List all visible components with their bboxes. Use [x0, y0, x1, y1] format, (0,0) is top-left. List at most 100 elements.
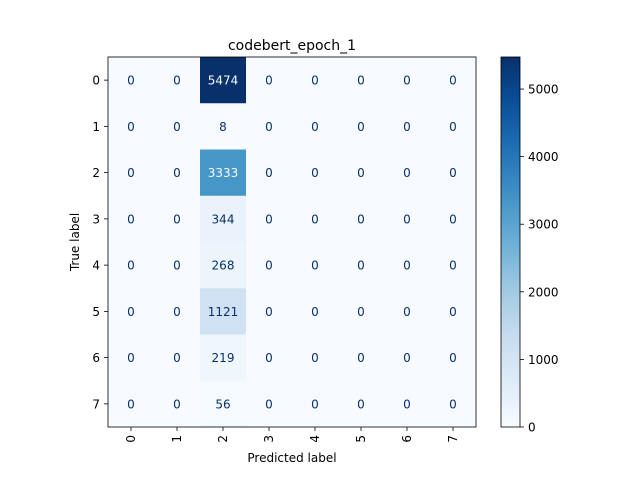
- heatmap-cell: [338, 103, 385, 150]
- x-tick-label: 3: [262, 435, 276, 443]
- heatmap-cell: [338, 195, 385, 243]
- y-tick-label: 3: [92, 212, 100, 226]
- heatmap-cell: [200, 57, 247, 104]
- cell-value-label: 0: [265, 120, 273, 134]
- heatmap-cell: [338, 288, 385, 335]
- colorbar-tick-label: 0: [528, 421, 536, 435]
- cell-value-label: 0: [357, 351, 365, 365]
- cell-value-label: 0: [265, 351, 273, 365]
- cell-value-label: 0: [173, 305, 181, 319]
- heatmap-cell: [246, 242, 293, 289]
- x-tick-label: 5: [354, 435, 368, 443]
- heatmap-cell: [108, 242, 155, 289]
- heatmap-cell: [384, 103, 431, 150]
- y-tick-label: 6: [92, 351, 100, 365]
- cell-value-label: 0: [357, 120, 365, 134]
- heatmap-cell: [246, 288, 293, 335]
- heatmap-cell: [200, 242, 247, 289]
- heatmap-cell: [338, 149, 385, 197]
- heatmap-cell: [384, 288, 431, 335]
- cell-value-label: 0: [127, 212, 135, 226]
- heatmap-cell: [108, 57, 155, 104]
- cell-value-label: 0: [173, 351, 181, 365]
- heatmap-cell: [154, 334, 201, 382]
- y-axis-ticks: 0 1 2 3 4 5 6 7: [92, 74, 108, 411]
- cell-value-label: 0: [449, 166, 457, 180]
- y-axis-label: True label: [68, 213, 82, 272]
- heatmap-cell: [384, 195, 431, 243]
- colorbar-tick-label: 2000: [528, 285, 559, 299]
- x-tick-label: 4: [308, 435, 322, 443]
- heatmap-cell: [292, 195, 339, 243]
- x-tick-label: 6: [400, 435, 414, 443]
- heatmap-cell: [384, 57, 431, 104]
- cell-value-label: 1121: [208, 305, 239, 319]
- heatmap-cell: [200, 149, 247, 197]
- cell-value-label: 0: [265, 212, 273, 226]
- cell-value-label: 0: [403, 351, 411, 365]
- cell-value-label: 0: [265, 259, 273, 273]
- heatmap-cell: [246, 57, 293, 104]
- cell-value-label: 0: [357, 74, 365, 88]
- cell-value-label: 0: [449, 212, 457, 226]
- cell-value-label: 0: [357, 397, 365, 411]
- heatmap-cell: [338, 334, 385, 382]
- cell-value-label: 219: [212, 351, 235, 365]
- heatmap-cell: [108, 103, 155, 150]
- x-tick-label: 0: [124, 435, 138, 443]
- cell-value-label: 0: [265, 305, 273, 319]
- heatmap-cell: [108, 195, 155, 243]
- cell-value-label: 0: [127, 397, 135, 411]
- y-tick-label: 4: [92, 259, 100, 273]
- heatmap-cell: [292, 380, 339, 428]
- cell-value-label: 3333: [208, 166, 239, 180]
- heatmap-cell: [108, 380, 155, 428]
- cell-value-label: 0: [403, 305, 411, 319]
- cell-value-label: 0: [311, 397, 319, 411]
- heatmap-cell: [246, 103, 293, 150]
- cell-value-label: 56: [215, 397, 230, 411]
- cell-value-label: 0: [449, 397, 457, 411]
- cell-value-label: 0: [403, 397, 411, 411]
- cell-value-label: 0: [127, 166, 135, 180]
- heatmap-cell: [430, 103, 477, 150]
- plot-frame: [107, 56, 477, 428]
- heatmap-cell: [246, 149, 293, 197]
- heatmap-cell: [384, 149, 431, 197]
- cell-value-label: 0: [173, 120, 181, 134]
- cell-value-label: 0: [311, 259, 319, 273]
- heatmap-cell: [338, 380, 385, 428]
- heatmap-cell: [430, 334, 477, 382]
- cell-value-label: 0: [311, 74, 319, 88]
- heatmap-cell: [430, 242, 477, 289]
- heatmap-cell: [154, 380, 201, 428]
- heatmap-cell: [246, 195, 293, 243]
- heatmap-cell: [292, 103, 339, 150]
- cell-value-label: 0: [127, 351, 135, 365]
- cell-value-label: 0: [265, 397, 273, 411]
- y-tick-label: 2: [92, 166, 100, 180]
- heatmap-cell: [200, 288, 247, 335]
- cell-value-label: 0: [357, 259, 365, 273]
- cell-value-label: 0: [173, 259, 181, 273]
- cell-value-label: 0: [127, 305, 135, 319]
- x-tick-label: 2: [216, 435, 230, 443]
- cell-value-label: 0: [311, 166, 319, 180]
- cell-value-label: 0: [265, 74, 273, 88]
- heatmap-cell: [154, 149, 201, 197]
- heatmap-cell: [430, 195, 477, 243]
- heatmap-cell: [430, 288, 477, 335]
- heatmap-cell: [246, 380, 293, 428]
- colorbar-ticks: 0 1000 2000 3000 4000 5000: [520, 83, 559, 435]
- heatmap-cell-labels: 0 0 5474 0 0 0 0 0 0 0 8 0 0 0 0 0 0 0 3333 0 0 0 0 0 0 0 344 0 0 0 0 0…: [127, 74, 457, 412]
- cell-value-label: 8: [219, 120, 227, 134]
- y-tick-label: 0: [92, 74, 100, 88]
- heatmap-cell: [430, 57, 477, 104]
- heatmap-cell: [200, 103, 247, 150]
- y-tick-label: 7: [92, 397, 100, 411]
- colorbar: [501, 57, 520, 427]
- heatmap-cell: [384, 380, 431, 428]
- cell-value-label: 0: [403, 166, 411, 180]
- cell-value-label: 0: [449, 351, 457, 365]
